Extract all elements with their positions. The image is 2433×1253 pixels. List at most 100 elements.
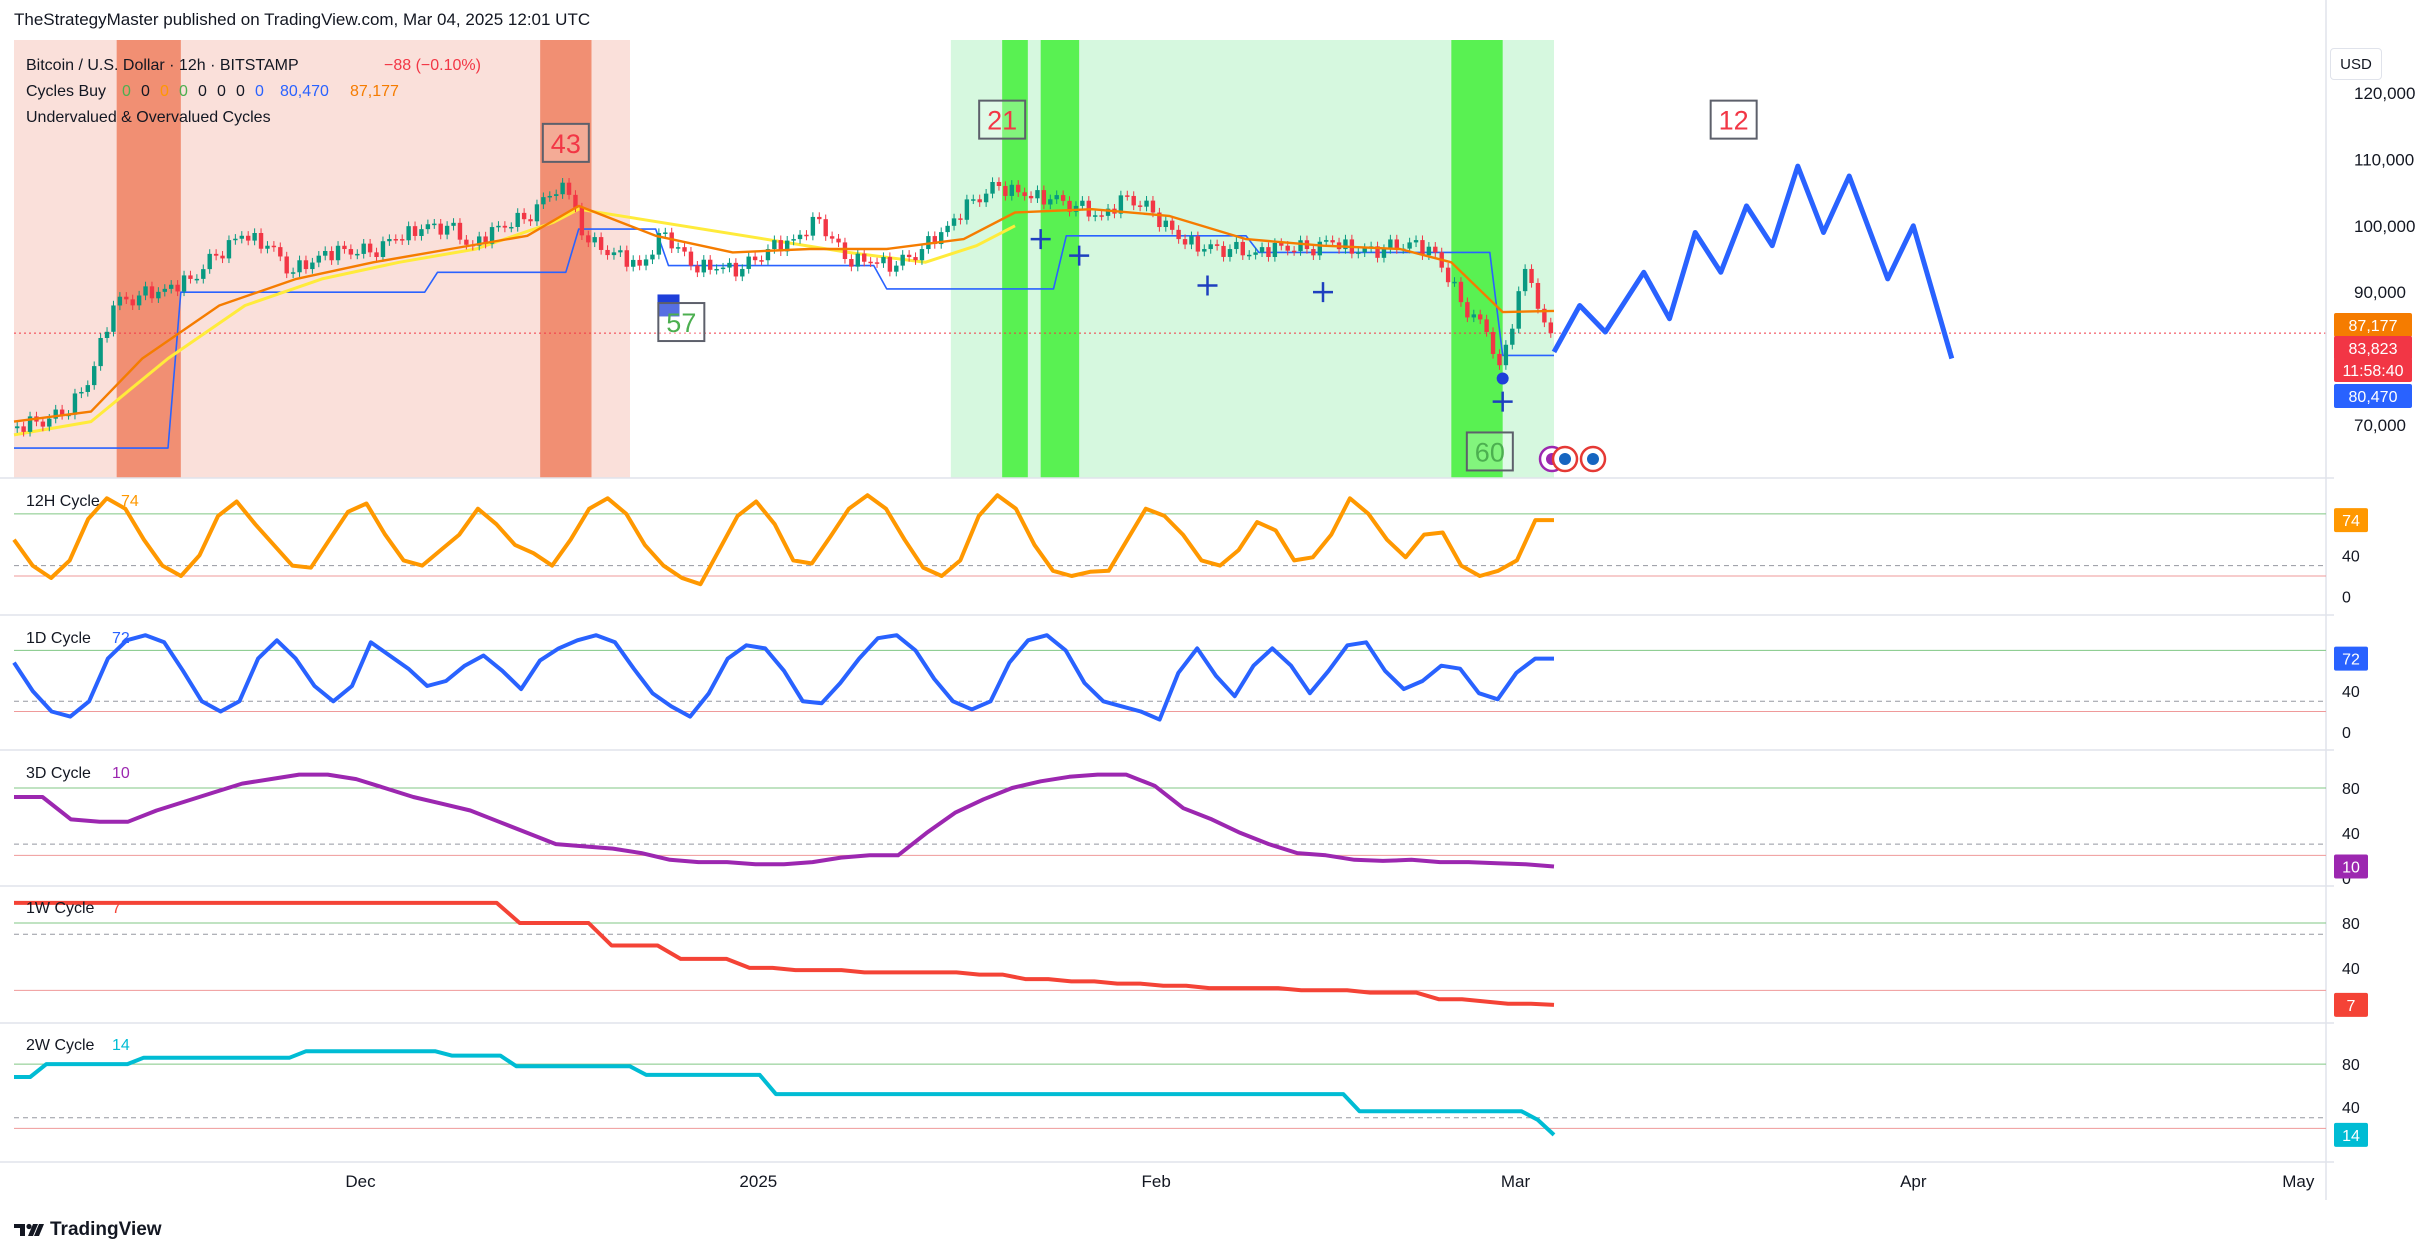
candle-body	[143, 286, 148, 296]
candle-body	[682, 247, 687, 252]
candle-body	[1003, 186, 1008, 196]
ema-orange-line	[13, 204, 1555, 423]
candle-body	[329, 250, 334, 261]
candle-body	[881, 257, 886, 264]
candle-body	[874, 262, 880, 264]
candle-body	[226, 240, 232, 259]
candle-body	[823, 219, 828, 237]
candle-body	[1420, 240, 1425, 256]
indicator-value: 0	[141, 83, 150, 100]
candle-body	[900, 254, 905, 266]
candle-body	[1272, 242, 1278, 257]
candle-body	[1054, 195, 1059, 200]
candle-body	[258, 232, 264, 249]
candle-body	[323, 250, 328, 256]
cycle-line	[12, 493, 1554, 587]
candle-body	[1144, 200, 1149, 207]
indicator-value: 80,470	[280, 83, 329, 100]
candle-body	[586, 235, 591, 243]
candle-body	[367, 243, 373, 253]
candle-body	[688, 251, 694, 266]
cycle-count-value: 60	[1475, 437, 1505, 467]
candle-body	[528, 219, 533, 222]
candle-body	[971, 199, 976, 201]
candle-body	[1285, 245, 1290, 251]
cycle-value-text: 14	[2342, 1128, 2360, 1145]
candle-body	[1189, 236, 1194, 245]
cycle-pane: 40 80 14 2W Cycle 14	[14, 1037, 2368, 1147]
candle-body	[1291, 250, 1297, 253]
candle-body	[348, 249, 354, 255]
candle-body	[643, 259, 649, 266]
candle-body	[1253, 252, 1258, 255]
indicator-value: 0	[198, 83, 207, 100]
candle-body	[1510, 328, 1515, 345]
price-tag-bg	[2334, 313, 2412, 337]
candle-body	[162, 288, 167, 292]
x-tick-label: Apr	[1900, 1172, 1927, 1191]
candle-body	[156, 291, 161, 299]
cycle-y-tick: 40	[2342, 548, 2360, 565]
cycle-value-text: 7	[2347, 998, 2356, 1015]
price-tag-bg	[2334, 336, 2412, 360]
candle-body	[1080, 200, 1085, 206]
candle-body	[547, 195, 552, 198]
candle-body	[1028, 195, 1034, 199]
cycle-y-tick: 0	[2342, 871, 2351, 888]
cycle-count-box	[1465, 431, 1514, 472]
candle-body	[1041, 190, 1047, 205]
candle-body	[47, 418, 52, 427]
price-tag-text: 80,470	[2349, 389, 2398, 406]
indicator-value: 0	[217, 83, 226, 100]
candle-body	[1452, 281, 1457, 284]
candle-body	[1375, 246, 1380, 258]
cycle-count-box	[1709, 99, 1758, 140]
candle-body	[772, 240, 777, 250]
publisher-header: TheStrategyMaster published on TradingVi…	[14, 10, 591, 29]
tradingview-logo[interactable]: TradingView	[14, 1218, 162, 1242]
cycle-pane: 0 40 74 12H Cycle 74	[12, 493, 2368, 607]
indicator-value: 0	[122, 83, 131, 100]
candle-body	[438, 223, 443, 235]
candle-body	[104, 331, 110, 338]
candle-body	[958, 218, 963, 220]
candle-body	[521, 212, 527, 220]
candle-body	[220, 255, 225, 259]
candle-body	[868, 261, 873, 264]
cycle-current: 72	[112, 630, 130, 647]
candle-body	[1221, 245, 1226, 257]
candle-body	[990, 181, 995, 194]
candle-body	[425, 224, 431, 230]
cycle-value-tag	[2334, 992, 2368, 1017]
candle-body	[464, 239, 469, 245]
undervalued_bar-zone	[1002, 40, 1028, 478]
candle-body	[1067, 200, 1072, 212]
indicator-value: 0	[255, 83, 264, 100]
candle-body	[605, 249, 610, 256]
candle-body	[271, 245, 277, 248]
indicator-name: Cycles Buy	[26, 83, 106, 100]
candle-body	[1247, 254, 1252, 257]
cycle-count-label: 21	[978, 99, 1027, 140]
candle-body	[1208, 244, 1213, 250]
projection-path	[1551, 163, 1955, 360]
cycle-pane: 0 40 72 1D Cycle 72	[12, 630, 2368, 742]
price-tag-bg	[2334, 384, 2412, 408]
cycle-value-text: 74	[2342, 513, 2360, 530]
candle-body	[1522, 268, 1528, 292]
candle-body	[727, 262, 732, 268]
overvalued_bar-zone	[540, 40, 592, 478]
price-series	[13, 163, 1955, 449]
candle-body	[239, 235, 244, 239]
cycle-current: 10	[112, 765, 130, 782]
candle-body	[797, 234, 803, 240]
cycle-y-tick: 80	[2342, 1057, 2360, 1074]
currency-button[interactable]: USD	[2330, 48, 2382, 80]
candle-body	[579, 207, 585, 236]
candle-body	[194, 278, 200, 281]
candle-body	[932, 236, 937, 245]
candle-body	[444, 225, 450, 235]
candle-body	[27, 416, 33, 432]
candle-body	[79, 391, 84, 394]
